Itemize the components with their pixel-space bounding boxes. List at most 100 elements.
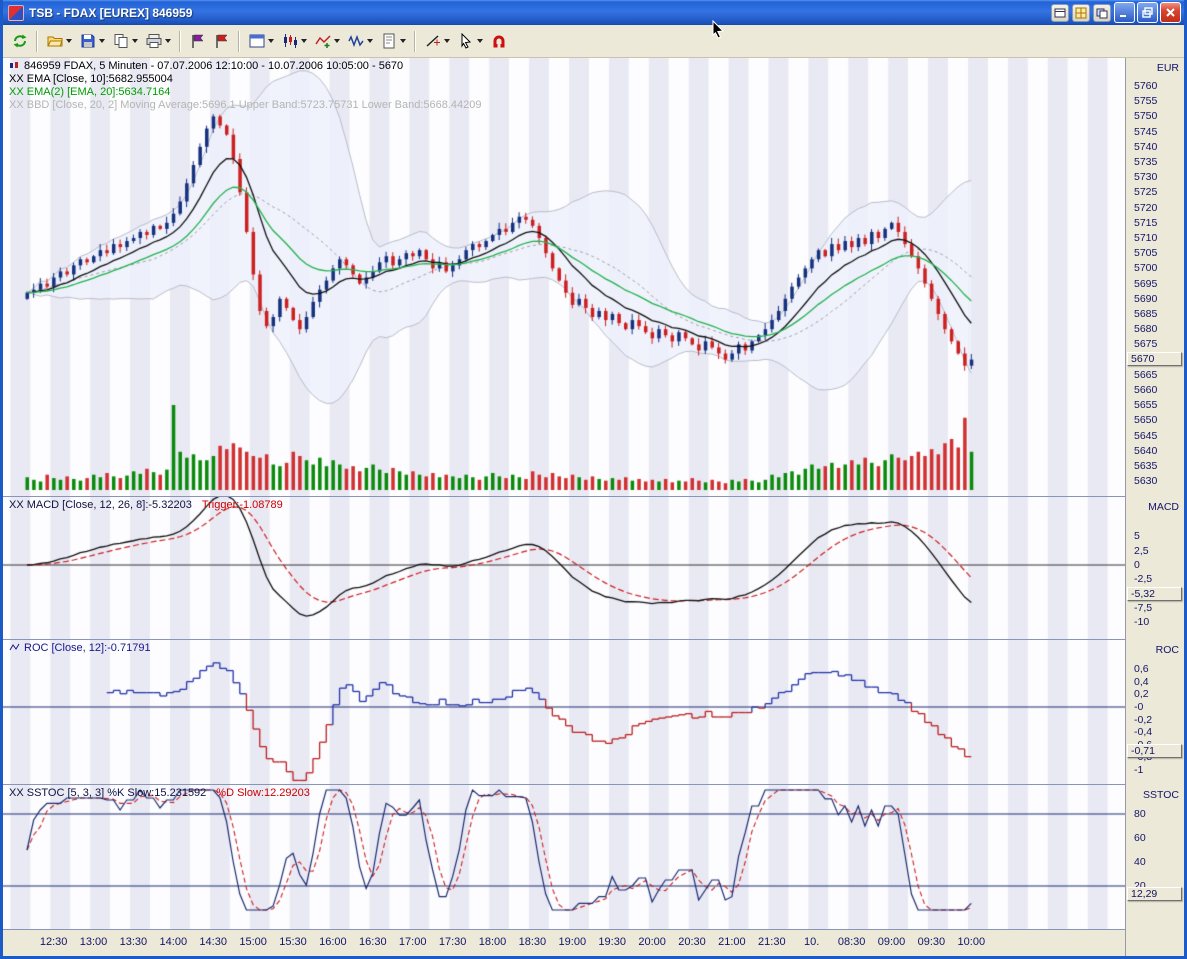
cursor-tool-button[interactable] — [454, 29, 486, 54]
oscillator-icon — [347, 33, 364, 50]
current-value-box: 12,29 — [1127, 887, 1182, 902]
print-icon — [145, 33, 162, 50]
time-axis-label: 13:00 — [79, 936, 108, 948]
restore-button[interactable] — [1137, 2, 1158, 23]
template-button[interactable] — [377, 29, 409, 54]
time-axis-label: 16:30 — [359, 936, 387, 948]
template-icon — [380, 33, 397, 50]
axis-tick: 5725 — [1134, 186, 1158, 199]
time-axis-label: 10. — [804, 936, 820, 948]
save-button[interactable] — [76, 29, 108, 54]
time-axis-label: 14:00 — [159, 936, 188, 948]
dropdown-arrow-icon[interactable] — [165, 39, 171, 43]
axis-tick: 5640 — [1134, 444, 1158, 457]
current-value-box: 5670 — [1127, 351, 1182, 366]
dropdown-arrow-icon[interactable] — [301, 39, 307, 43]
time-axis-label: 21:00 — [718, 936, 746, 948]
toolbar-separator — [414, 30, 416, 52]
dropdown-arrow-icon[interactable] — [268, 39, 274, 43]
time-axis-label: 17:00 — [398, 936, 427, 948]
axis-tick: 0,6 — [1134, 663, 1149, 676]
oscillator-button[interactable] — [344, 29, 376, 54]
macd-panel[interactable]: XX MACD [Close, 12, 26, 8]:-5.32203 Trig… — [3, 496, 1125, 639]
macd-axis-label: MACD — [1148, 501, 1179, 513]
price-panel[interactable]: 846959 FDAX, 5 Minuten - 07.07.2006 12:1… — [3, 58, 1125, 496]
dropdown-arrow-icon[interactable] — [334, 39, 340, 43]
time-axis-label: 14:30 — [199, 936, 227, 948]
close-button[interactable] — [1160, 2, 1181, 23]
new-window-button[interactable] — [245, 29, 277, 54]
time-axis-label: 18:00 — [478, 936, 507, 948]
axis-tick: 5695 — [1134, 277, 1158, 290]
dropdown-arrow-icon[interactable] — [367, 39, 373, 43]
magnet-tool-button[interactable] — [487, 29, 510, 54]
magnet-icon — [490, 33, 507, 50]
axis-tick: 40 — [1134, 856, 1146, 868]
line-tool-icon — [424, 33, 441, 50]
axis-tick: 5755 — [1134, 95, 1158, 108]
line-tool-button[interactable] — [421, 29, 453, 54]
red-flag-button[interactable] — [210, 29, 233, 54]
indicator-button[interactable] — [311, 29, 343, 54]
toolbar-separator — [179, 30, 181, 52]
dropdown-arrow-icon[interactable] — [477, 39, 483, 43]
sstoc-chart-canvas[interactable] — [3, 785, 1125, 929]
time-axis-label: 20:00 — [638, 936, 666, 948]
eur-axis-label: EUR — [1156, 62, 1179, 74]
dropdown-arrow-icon[interactable] — [66, 39, 72, 43]
time-axis-label: 19:30 — [598, 936, 626, 948]
time-axis-label: 09:30 — [917, 936, 946, 948]
dropdown-arrow-icon[interactable] — [444, 39, 450, 43]
roc-panel[interactable]: ROC [Close, 12]:-0.71791 — [3, 639, 1125, 784]
dropdown-arrow-icon[interactable] — [400, 39, 406, 43]
time-axis-label: 16:00 — [319, 936, 347, 948]
window-controls — [1051, 2, 1181, 23]
new-window-icon — [248, 33, 265, 50]
time-axis-label: 21:30 — [758, 936, 786, 948]
axis-tick: 5700 — [1134, 262, 1158, 275]
axis-tick: 5690 — [1134, 292, 1158, 305]
axis-tick: 5635 — [1134, 460, 1158, 472]
dropdown-arrow-icon[interactable] — [132, 39, 138, 43]
axis-tick: 5720 — [1134, 201, 1158, 214]
dropdown-arrow-icon[interactable] — [99, 39, 105, 43]
window-extra-button-2[interactable] — [1072, 3, 1090, 22]
time-axis-label: 13:30 — [119, 936, 148, 948]
titlebar[interactable]: TSB - FDAX [EUREX] 846959 — [3, 0, 1184, 25]
minimize-button[interactable] — [1114, 2, 1135, 23]
axis-tick: 80 — [1134, 808, 1146, 820]
purple-flag-button[interactable] — [186, 29, 209, 54]
toolbar-separator — [36, 30, 38, 52]
chart-workspace: 846959 FDAX, 5 Minuten - 07.07.2006 12:1… — [3, 58, 1184, 956]
axis-tick: 0,2 — [1134, 688, 1149, 701]
price-chart-canvas[interactable] — [3, 58, 1125, 496]
time-axis-label: 10:00 — [957, 936, 986, 948]
macd-chart-canvas[interactable] — [3, 497, 1125, 639]
time-axis-label: 17:30 — [438, 936, 467, 948]
copy-button[interactable] — [109, 29, 141, 54]
axis-tick: 5 — [1134, 530, 1140, 543]
copy-icon — [112, 33, 129, 50]
refresh-button[interactable] — [8, 29, 31, 54]
chart-type-button[interactable] — [278, 29, 310, 54]
indicator-icon — [314, 33, 331, 50]
axis-tick: 5750 — [1134, 110, 1158, 123]
axis-tick: 5630 — [1134, 475, 1158, 488]
axis-tick: 5650 — [1134, 414, 1158, 427]
window-extra-button-1[interactable] — [1051, 3, 1069, 22]
time-axis-label: 19:00 — [558, 936, 587, 948]
red-flag-icon — [213, 33, 230, 50]
sstoc-panel[interactable]: XX SSTOC [5, 3, 3] %K Slow:15.231592 %D … — [3, 784, 1125, 929]
right-axis-column: EUR 5760 5755 5750 5745 5740 5735 5730 5725 5720 5… — [1125, 58, 1184, 956]
axis-tick: 5645 — [1134, 429, 1158, 442]
axis-tick: 5710 — [1134, 232, 1158, 244]
time-axis-label: 08:30 — [837, 936, 866, 948]
roc-chart-canvas[interactable] — [3, 640, 1125, 784]
window-extra-button-3[interactable] — [1093, 3, 1111, 22]
axis-tick: -0 — [1134, 701, 1144, 713]
print-button[interactable] — [142, 29, 174, 54]
axis-tick: 5675 — [1134, 338, 1158, 351]
open-button[interactable] — [43, 29, 75, 54]
axis-tick: 5680 — [1134, 323, 1158, 336]
